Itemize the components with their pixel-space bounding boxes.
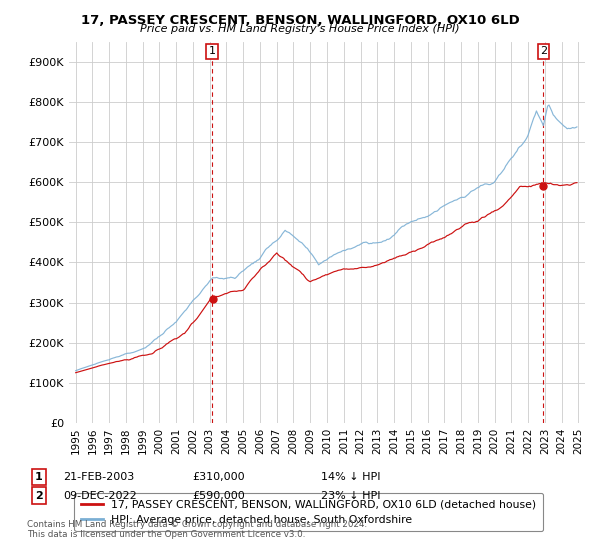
- Text: 21-FEB-2003: 21-FEB-2003: [63, 472, 134, 482]
- Text: 09-DEC-2022: 09-DEC-2022: [63, 491, 137, 501]
- FancyBboxPatch shape: [206, 44, 218, 59]
- Text: 2: 2: [540, 46, 547, 57]
- Text: Contains HM Land Registry data © Crown copyright and database right 2024.
This d: Contains HM Land Registry data © Crown c…: [27, 520, 367, 539]
- Text: 1: 1: [208, 46, 215, 57]
- Legend: 17, PASSEY CRESCENT, BENSON, WALLINGFORD, OX10 6LD (detached house), HPI: Averag: 17, PASSEY CRESCENT, BENSON, WALLINGFORD…: [74, 493, 543, 531]
- FancyBboxPatch shape: [538, 44, 549, 59]
- Text: 14% ↓ HPI: 14% ↓ HPI: [321, 472, 380, 482]
- Text: 2: 2: [35, 491, 43, 501]
- Text: Price paid vs. HM Land Registry's House Price Index (HPI): Price paid vs. HM Land Registry's House …: [140, 24, 460, 34]
- Text: £590,000: £590,000: [192, 491, 245, 501]
- Text: 1: 1: [35, 472, 43, 482]
- Text: 23% ↓ HPI: 23% ↓ HPI: [321, 491, 380, 501]
- Text: £310,000: £310,000: [192, 472, 245, 482]
- Text: 17, PASSEY CRESCENT, BENSON, WALLINGFORD, OX10 6LD: 17, PASSEY CRESCENT, BENSON, WALLINGFORD…: [80, 14, 520, 27]
